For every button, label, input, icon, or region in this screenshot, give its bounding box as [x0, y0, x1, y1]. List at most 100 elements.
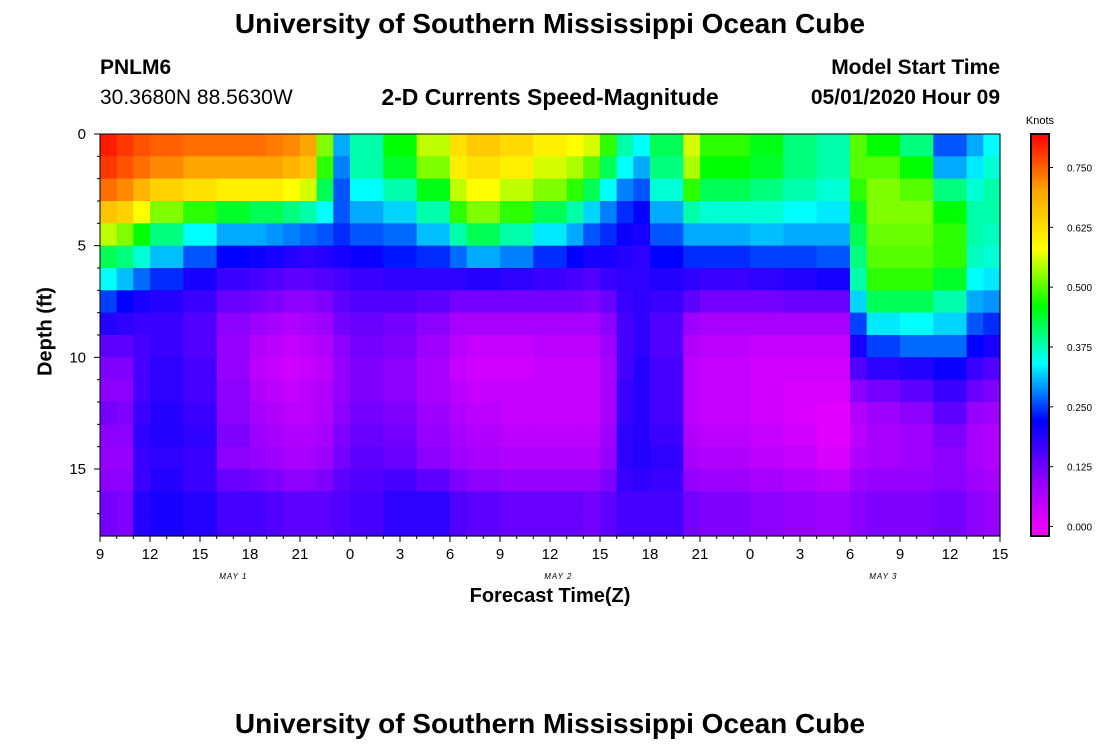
heatmap-cell — [283, 335, 301, 358]
heatmap-cell — [616, 245, 634, 269]
heatmap-cell — [350, 223, 384, 247]
heatmap-cell — [683, 223, 701, 247]
x-tick-label: 9 — [496, 546, 504, 563]
heatmap-cell — [316, 201, 334, 224]
heatmap-cell — [450, 357, 468, 381]
heatmap-cell — [450, 402, 468, 425]
heatmap-cell — [900, 156, 934, 180]
heatmap-cell — [266, 201, 284, 224]
heatmap-cell — [500, 513, 534, 537]
heatmap-cell — [266, 357, 284, 381]
heatmap-cell — [316, 357, 334, 381]
heatmap-cell — [816, 424, 851, 448]
date-label: MAY 1 — [219, 572, 247, 581]
heatmap-cell — [116, 446, 134, 470]
heatmap-cell — [216, 290, 251, 314]
heatmap-cell — [333, 402, 351, 425]
heatmap-cell — [216, 402, 251, 425]
heatmap-cell — [783, 201, 818, 224]
heatmap-cell — [100, 469, 118, 492]
heatmap-cell — [116, 134, 134, 157]
heatmap-cell — [116, 223, 134, 247]
heatmap-cell — [616, 357, 634, 381]
heatmap-cell — [183, 469, 218, 492]
heatmap-cell — [383, 379, 418, 403]
heatmap-cell — [316, 134, 334, 157]
heatmap-cell — [866, 335, 901, 358]
heatmap-cell — [316, 312, 334, 336]
heatmap-cell — [983, 402, 1001, 425]
heatmap-cell — [533, 446, 568, 470]
heatmap-cell — [316, 290, 334, 314]
heatmap-cell — [300, 312, 318, 336]
heatmap-cell — [333, 268, 351, 291]
heatmap-cell — [466, 379, 501, 403]
heatmap-cell — [683, 290, 701, 314]
heatmap-cell — [316, 335, 334, 358]
heatmap-cell — [966, 335, 984, 358]
heatmap-cell — [583, 491, 601, 515]
heatmap-cell — [683, 178, 701, 202]
heatmap-cell — [866, 446, 901, 470]
heatmap-cell — [566, 357, 584, 381]
heatmap-cell — [150, 223, 184, 247]
heatmap-cell — [500, 357, 534, 381]
heatmap-cell — [283, 357, 301, 381]
heatmap-cell — [266, 513, 284, 537]
heatmap-cell — [850, 201, 868, 224]
heatmap-cell — [383, 513, 418, 537]
heatmap-cell — [933, 424, 968, 448]
heatmap-cell — [750, 402, 784, 425]
heatmap-cell — [533, 312, 568, 336]
heatmap-cell — [450, 491, 468, 515]
heatmap-cell — [466, 446, 501, 470]
heatmap-cell — [450, 156, 468, 180]
heatmap-cell — [250, 268, 268, 291]
heatmap-cell — [600, 223, 618, 247]
heatmap-cell — [966, 469, 984, 492]
heatmap-cell — [350, 290, 384, 314]
heatmap-cell — [633, 424, 651, 448]
heatmap-cell — [300, 402, 318, 425]
heatmap-cell — [750, 201, 784, 224]
y-tick-label: 15 — [69, 461, 86, 478]
heatmap-cell — [816, 290, 851, 314]
heatmap-cell — [100, 491, 118, 515]
heatmap-cell — [250, 134, 268, 157]
heatmap-cell — [866, 469, 901, 492]
heatmap-cell — [616, 491, 634, 515]
heatmap-cell — [750, 268, 784, 291]
heatmap-cell — [133, 357, 151, 381]
heatmap-cell — [333, 424, 351, 448]
heatmap-cell — [116, 424, 134, 448]
heatmap-cell — [566, 335, 584, 358]
heatmap-cell — [650, 357, 684, 381]
heatmap-cell — [616, 290, 634, 314]
heatmap-cell — [600, 491, 618, 515]
heatmap-cell — [383, 469, 418, 492]
heatmap-cell — [116, 469, 134, 492]
heatmap-cell — [700, 268, 751, 291]
heatmap-cell — [850, 491, 868, 515]
heatmap-cell — [616, 312, 634, 336]
heatmap-cell — [500, 178, 534, 202]
heatmap-cell — [500, 268, 534, 291]
heatmap-cell — [450, 201, 468, 224]
heatmap-cell — [383, 402, 418, 425]
heatmap-cell — [300, 513, 318, 537]
heatmap-cell — [900, 134, 934, 157]
heatmap-cell — [700, 469, 751, 492]
heatmap-cell — [566, 446, 584, 470]
heatmap-cell — [316, 491, 334, 515]
heatmap-cell — [633, 178, 651, 202]
bottom-title: University of Southern Mississippi Ocean… — [234, 708, 866, 739]
heatmap-cell — [333, 379, 351, 403]
heatmap-cell — [250, 178, 268, 202]
heatmap-cell — [750, 469, 784, 492]
heatmap-cell — [600, 469, 618, 492]
heatmap-cell — [566, 513, 584, 537]
heatmap-cell — [700, 134, 751, 157]
heatmap-cell — [983, 513, 1001, 537]
heatmap-cell — [900, 402, 934, 425]
heatmap-cell — [216, 513, 251, 537]
